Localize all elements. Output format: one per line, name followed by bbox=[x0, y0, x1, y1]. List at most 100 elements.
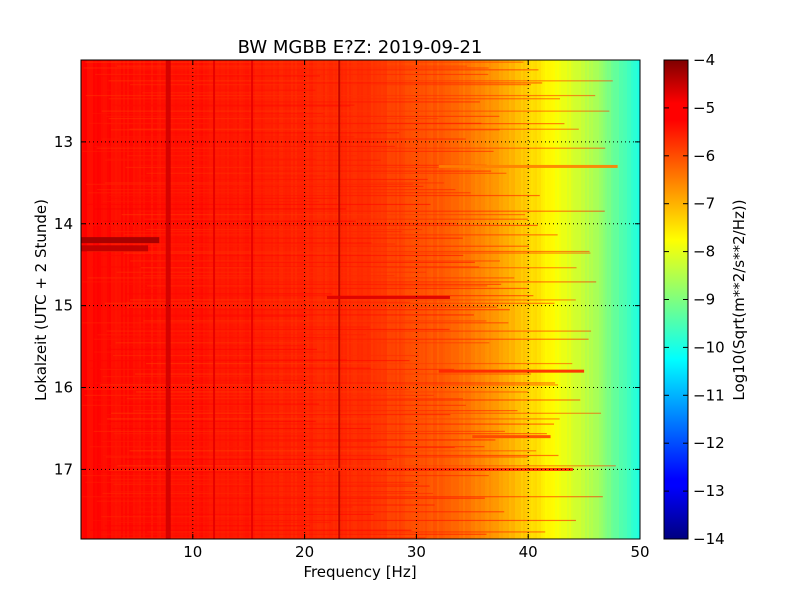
time-streak bbox=[147, 285, 488, 287]
spectrum-column bbox=[87, 60, 90, 539]
time-streak bbox=[87, 277, 515, 279]
transient-band bbox=[81, 237, 160, 244]
time-streak bbox=[142, 92, 348, 94]
spectrum-column bbox=[103, 60, 106, 539]
colorbar-tick-label: −10 bbox=[693, 338, 725, 356]
time-streak bbox=[108, 80, 613, 82]
time-streak bbox=[145, 170, 492, 172]
y-tick-label: 15 bbox=[54, 297, 73, 315]
spectrum-column bbox=[601, 60, 604, 539]
spectrum-column bbox=[119, 60, 122, 539]
time-streak bbox=[84, 394, 434, 396]
time-streak bbox=[133, 69, 539, 71]
spectrum-column bbox=[635, 60, 638, 539]
time-streak bbox=[98, 423, 555, 425]
time-streak bbox=[124, 458, 393, 460]
spectrum-column bbox=[577, 60, 580, 539]
time-streak bbox=[116, 326, 370, 328]
colorbar-tick-label: −13 bbox=[693, 482, 725, 500]
colorbar: −4 −5 −6 −7 −8 −9 −10 −11 −12 −13 −14 Log10(Sqrt(m… bbox=[663, 51, 748, 548]
spectrum-column bbox=[93, 60, 96, 539]
time-streak bbox=[130, 84, 531, 86]
spectrum-column bbox=[585, 60, 588, 539]
spectrum-column bbox=[595, 60, 598, 539]
spectrum-column bbox=[605, 60, 608, 539]
time-streak bbox=[108, 117, 439, 120]
time-streak bbox=[89, 446, 485, 448]
spectrum-column bbox=[83, 60, 86, 539]
time-streak bbox=[132, 379, 309, 382]
transient-band bbox=[438, 164, 618, 168]
spectrum-column bbox=[591, 60, 594, 539]
time-streak bbox=[108, 469, 415, 472]
spectrum-column bbox=[625, 60, 628, 539]
spectrum-column bbox=[99, 60, 102, 539]
time-streak bbox=[102, 492, 433, 495]
x-axis-ticks: 10 20 30 40 50 bbox=[183, 60, 650, 561]
time-streak bbox=[120, 403, 320, 405]
time-streak bbox=[87, 399, 581, 401]
time-streak bbox=[119, 359, 347, 361]
time-streak bbox=[81, 322, 509, 324]
time-streak bbox=[138, 178, 428, 181]
time-streak bbox=[104, 525, 310, 527]
time-streak bbox=[138, 164, 487, 166]
time-streak bbox=[101, 533, 487, 535]
spectrum-column bbox=[97, 60, 100, 539]
time-streak bbox=[94, 145, 395, 148]
time-streak bbox=[105, 159, 381, 161]
spectrum-column bbox=[91, 60, 94, 539]
time-streak bbox=[94, 208, 346, 210]
time-streak bbox=[113, 433, 547, 435]
time-streak bbox=[83, 67, 489, 69]
x-tick-label: 30 bbox=[407, 543, 426, 561]
time-streak bbox=[137, 287, 528, 290]
time-streak bbox=[85, 94, 596, 97]
time-streak bbox=[102, 222, 456, 225]
spectrum-column bbox=[593, 60, 596, 539]
y-tick-label: 17 bbox=[54, 460, 73, 478]
spectrum-column bbox=[581, 60, 584, 539]
time-streak bbox=[143, 101, 480, 103]
spectrum-column bbox=[607, 60, 610, 539]
spectral-line bbox=[251, 60, 254, 539]
spectrogram-plot-area: 10 20 30 40 50 13 14 15 16 17 bbox=[54, 59, 650, 561]
time-streak bbox=[118, 521, 331, 524]
spectral-line bbox=[165, 60, 171, 539]
spectrum-column bbox=[123, 60, 126, 539]
colorbar-tick-label: −14 bbox=[693, 530, 725, 548]
colorbar-tick-label: −6 bbox=[693, 147, 715, 165]
time-streak bbox=[94, 351, 327, 353]
time-streak bbox=[102, 454, 559, 457]
time-streak bbox=[124, 242, 372, 244]
time-streak bbox=[134, 446, 455, 449]
time-streak bbox=[109, 504, 435, 506]
time-streak bbox=[97, 463, 324, 466]
time-streak bbox=[106, 115, 500, 117]
time-streak bbox=[116, 271, 427, 273]
colorbar-tick-label: −12 bbox=[693, 434, 725, 452]
time-streak bbox=[105, 336, 341, 339]
time-streak bbox=[109, 345, 308, 347]
time-streak bbox=[106, 348, 317, 350]
spectrum-column bbox=[597, 60, 600, 539]
time-streak bbox=[109, 420, 316, 422]
spectrum-column bbox=[603, 60, 606, 539]
time-streak bbox=[90, 367, 371, 369]
time-streak bbox=[101, 138, 466, 140]
time-streak bbox=[124, 293, 332, 295]
time-streak bbox=[134, 373, 532, 375]
spectrum-column bbox=[611, 60, 614, 539]
transient-band bbox=[472, 435, 551, 439]
x-tick-label: 10 bbox=[183, 543, 202, 561]
time-streak bbox=[100, 368, 455, 370]
time-streak bbox=[84, 388, 410, 390]
colorbar-ticks: −4 −5 −6 −7 −8 −9 −10 −11 −12 −13 −14 bbox=[664, 51, 725, 548]
colorbar-tick-label: −8 bbox=[693, 243, 715, 261]
time-streak bbox=[121, 314, 474, 316]
time-streak bbox=[137, 210, 605, 212]
y-axis-label: Lokalzeit (UTC + 2 Stunde) bbox=[32, 199, 50, 401]
time-streak bbox=[112, 354, 419, 357]
spectrogram-heatmap bbox=[81, 60, 640, 539]
